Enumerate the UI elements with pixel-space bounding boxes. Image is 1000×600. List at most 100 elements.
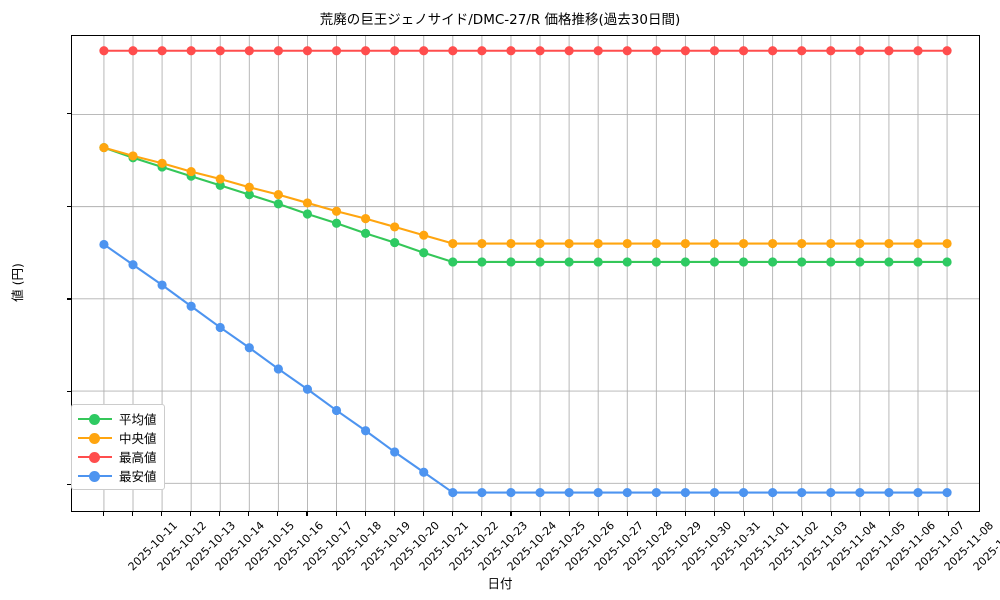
- series-marker-2: [99, 46, 109, 56]
- series-marker-1: [448, 238, 458, 249]
- series-marker-3: [797, 487, 807, 498]
- legend-item-3[interactable]: 最安値: [78, 466, 157, 485]
- series-marker-1: [680, 238, 690, 249]
- series-marker-3: [855, 487, 865, 498]
- series-marker-3: [419, 467, 429, 477]
- series-marker-0: [651, 257, 661, 267]
- series-marker-0: [331, 218, 342, 228]
- legend-swatch-icon: [78, 431, 112, 445]
- series-marker-1: [477, 238, 487, 249]
- series-marker-1: [157, 158, 167, 168]
- series-marker-2: [361, 46, 371, 56]
- series-marker-1: [593, 238, 603, 249]
- legend-item-2[interactable]: 最高値: [78, 447, 157, 466]
- series-marker-0: [797, 257, 807, 267]
- series-marker-2: [419, 46, 429, 56]
- legend-item-0[interactable]: 平均値: [78, 409, 157, 428]
- series-marker-0: [390, 238, 400, 248]
- series-marker-1: [273, 190, 283, 200]
- chart-title: 荒廃の巨王ジェノサイド/DMC-27/R 価格推移(過去30日間): [319, 12, 681, 28]
- series-marker-3: [128, 260, 138, 270]
- series-marker-1: [884, 238, 894, 249]
- x-tick-mark: [393, 512, 395, 516]
- series-marker-2: [680, 46, 690, 56]
- x-tick-mark: [656, 512, 658, 516]
- series-marker-3: [913, 487, 923, 498]
- y-tick-mark: [67, 391, 71, 393]
- legend-item-1[interactable]: 中央値: [78, 428, 157, 447]
- grid-lines: [72, 36, 979, 511]
- series-marker-3: [186, 301, 196, 311]
- x-tick-mark: [860, 512, 862, 516]
- series-marker-2: [215, 46, 225, 56]
- series-marker-0: [826, 257, 836, 267]
- x-tick-mark: [568, 512, 570, 516]
- x-tick-mark: [335, 512, 337, 516]
- series-marker-0: [913, 257, 923, 267]
- series-marker-3: [506, 487, 516, 498]
- series-marker-3: [390, 447, 400, 457]
- x-tick-mark: [219, 512, 221, 516]
- series-marker-3: [99, 239, 109, 250]
- x-tick-mark: [189, 512, 191, 516]
- x-tick-mark: [277, 512, 279, 516]
- series-marker-2: [302, 46, 313, 56]
- series-marker-2: [128, 46, 138, 56]
- legend-label: 最安値: [119, 469, 157, 484]
- legend-swatch-icon: [78, 469, 112, 483]
- series-marker-2: [651, 46, 661, 56]
- x-tick-mark: [102, 512, 104, 516]
- series-line-1: [102, 146, 949, 245]
- series-marker-3: [709, 487, 720, 498]
- x-tick-mark: [131, 512, 133, 516]
- x-tick-mark: [685, 512, 687, 516]
- series-marker-1: [942, 238, 952, 249]
- series-marker-3: [477, 487, 487, 498]
- series-marker-3: [680, 487, 690, 498]
- series-marker-3: [157, 280, 167, 290]
- series-marker-1: [128, 151, 138, 161]
- series-marker-2: [273, 46, 283, 56]
- series-marker-2: [564, 46, 574, 56]
- series-marker-1: [244, 182, 254, 192]
- series-marker-1: [564, 238, 574, 249]
- series-marker-1: [419, 230, 429, 240]
- series-marker-1: [186, 167, 196, 177]
- series-marker-2: [622, 46, 632, 56]
- series-marker-1: [768, 238, 778, 249]
- series-marker-0: [709, 257, 720, 267]
- series-marker-0: [448, 257, 458, 267]
- legend-swatch-icon: [78, 450, 112, 464]
- series-marker-0: [564, 257, 574, 267]
- x-tick-mark: [889, 512, 891, 516]
- legend-swatch-icon: [78, 412, 112, 426]
- series-marker-1: [331, 206, 342, 216]
- series-marker-1: [622, 238, 632, 249]
- series-marker-0: [361, 228, 371, 238]
- series-marker-3: [273, 364, 283, 374]
- series-marker-3: [884, 487, 894, 498]
- series-marker-0: [622, 257, 632, 267]
- x-tick-mark: [364, 512, 366, 516]
- series-marker-2: [942, 46, 952, 56]
- series-marker-2: [709, 46, 720, 56]
- series-marker-3: [564, 487, 574, 498]
- series-marker-1: [651, 238, 661, 249]
- series-marker-1: [302, 198, 313, 208]
- legend-label: 平均値: [119, 412, 157, 427]
- series-marker-3: [302, 384, 313, 394]
- series-marker-0: [593, 257, 603, 267]
- series-marker-2: [593, 46, 603, 56]
- legend-label: 最高値: [119, 450, 157, 465]
- series-marker-3: [593, 487, 603, 498]
- series-marker-3: [826, 487, 836, 498]
- series-marker-1: [738, 238, 749, 249]
- series-marker-2: [244, 46, 254, 56]
- series-marker-1: [215, 174, 225, 184]
- series-marker-2: [535, 46, 545, 56]
- x-tick-mark: [160, 512, 162, 516]
- series-marker-0: [942, 257, 952, 267]
- x-tick-mark: [801, 512, 803, 516]
- series-marker-0: [215, 180, 225, 190]
- x-tick-mark: [248, 512, 250, 516]
